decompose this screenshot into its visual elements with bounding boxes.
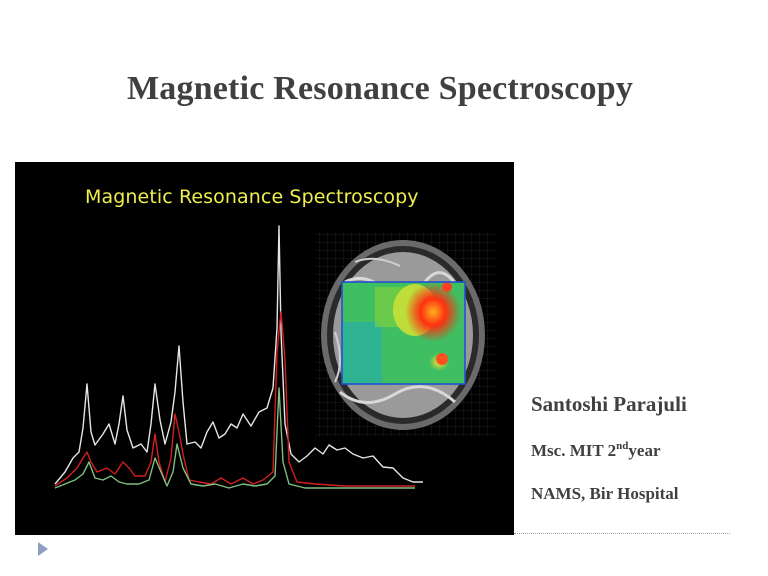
spectrum-green-trace <box>54 387 415 489</box>
author-course-superscript: nd <box>616 440 629 452</box>
author-course-prefix: Msc. MIT 2 <box>531 441 617 460</box>
author-course-suffix: year <box>628 441 661 460</box>
spectrum-traces <box>54 225 423 489</box>
author-affiliation: NAMS, Bir Hospital <box>531 484 679 503</box>
mrs-illustration <box>54 225 495 489</box>
spectrum-red-trace <box>54 311 415 487</box>
author-name: Santoshi Parajuli <box>531 392 687 416</box>
footer-divider <box>514 533 730 534</box>
triangle-right-icon[interactable] <box>38 542 48 556</box>
slide-title: Magnetic Resonance Spectroscopy <box>126 70 634 107</box>
author-course: Msc. MIT 2ndyear <box>531 440 661 461</box>
figure-caption: Magnetic Resonance Spectroscopy <box>85 186 419 208</box>
spectrum-white-trace <box>54 225 423 485</box>
mrs-figure: Magnetic Resonance Spectroscopy <box>15 162 514 535</box>
brain-scan-image <box>315 232 495 437</box>
